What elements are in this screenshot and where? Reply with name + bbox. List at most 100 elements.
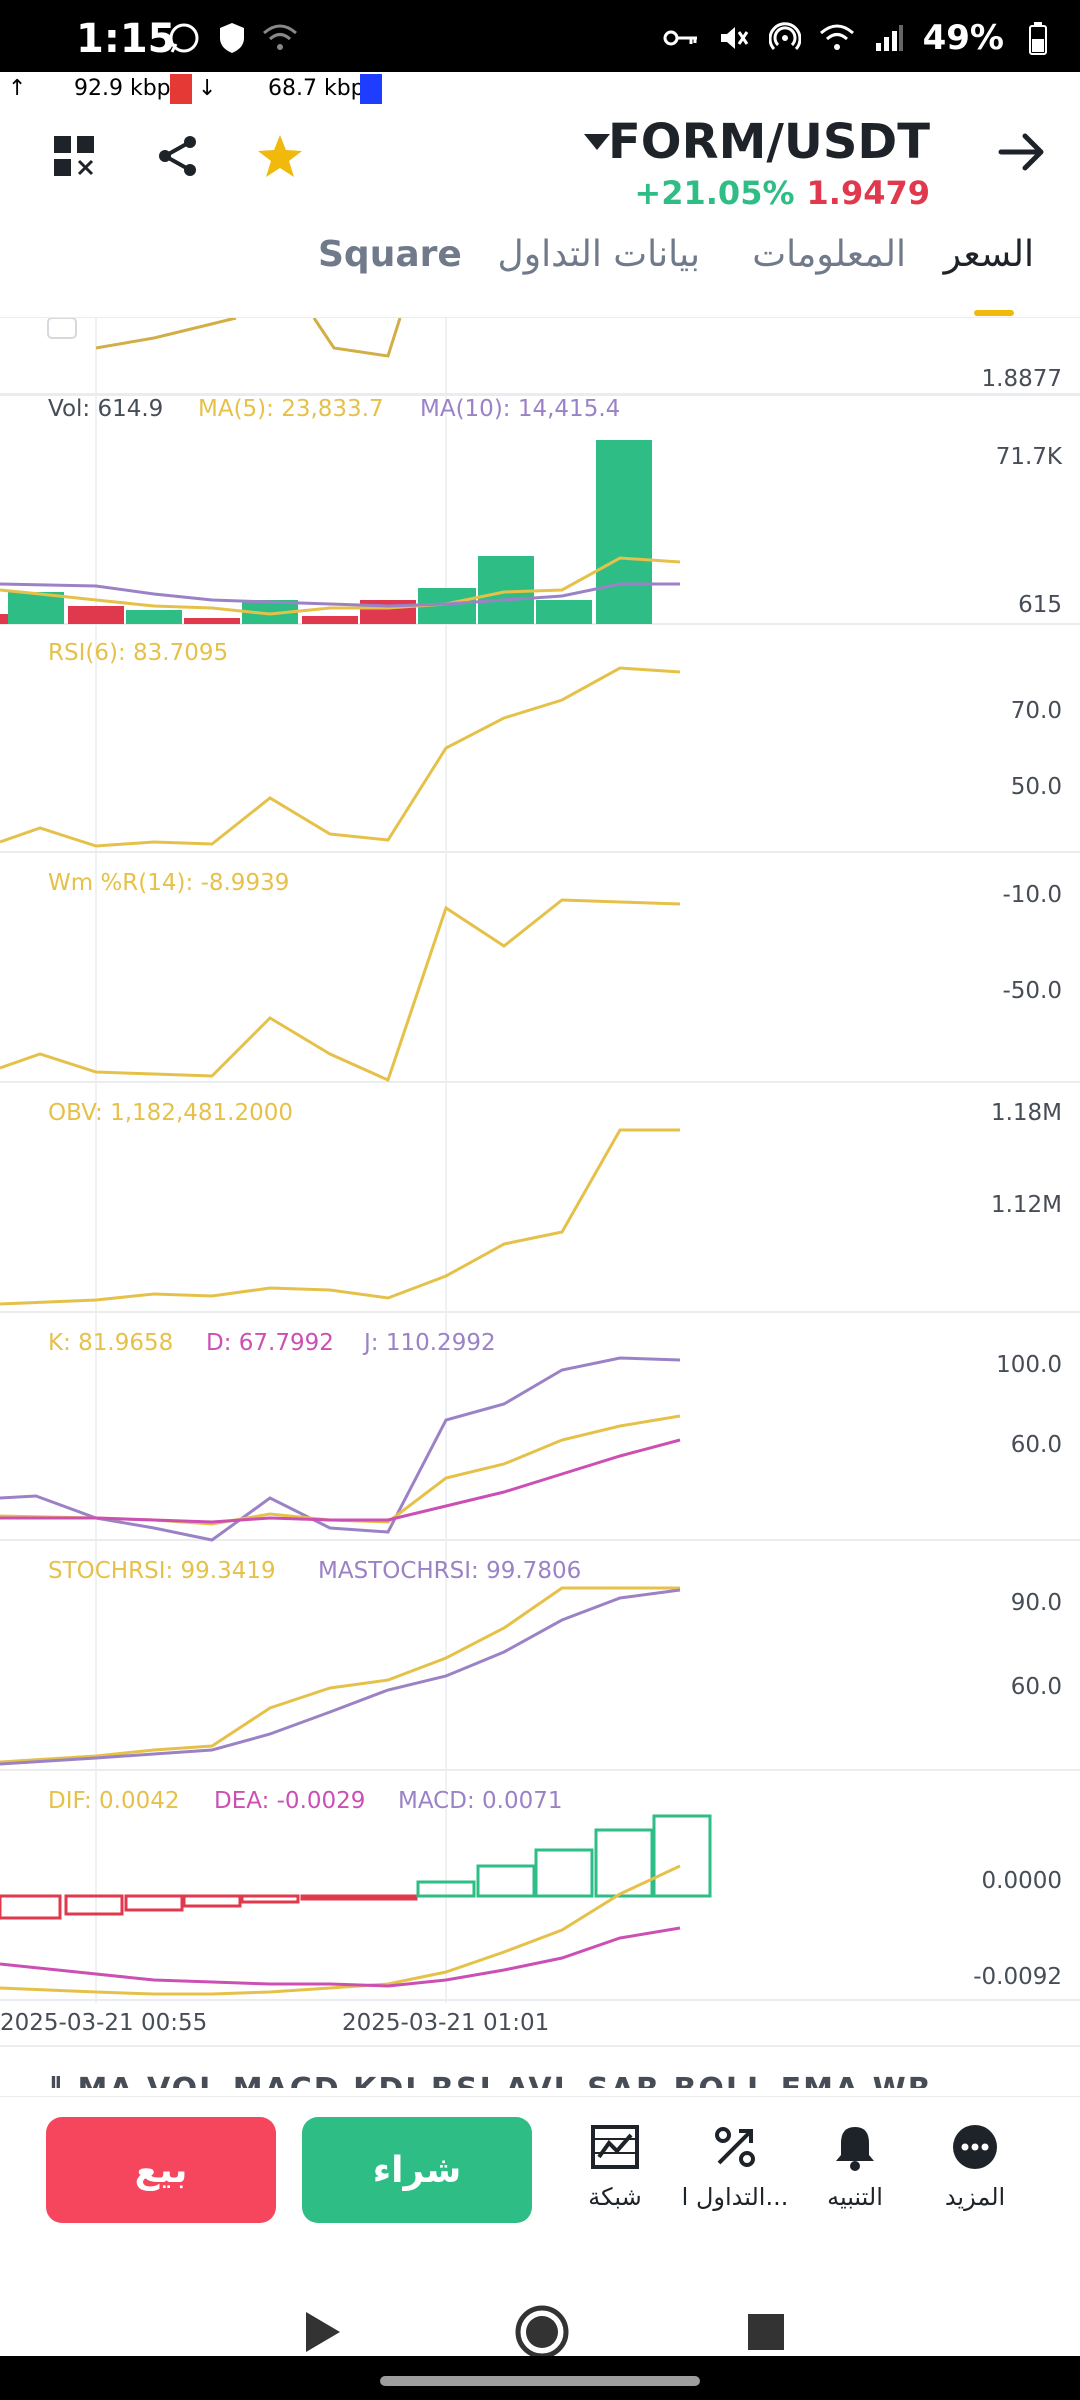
vol-axis-top: 71.7K [995, 444, 1062, 470]
download-arrow: ↓ [198, 76, 217, 101]
home-circle-icon[interactable] [512, 2302, 572, 2362]
upload-arrow: ↑ [8, 76, 27, 101]
tab-info[interactable]: المعلومات [752, 234, 906, 275]
mastochrsi-line [0, 1588, 681, 1766]
upload-indicator [170, 74, 192, 104]
macd-dea-label: DEA: -0.0029 [214, 1788, 366, 1814]
stochrsi-line [0, 1586, 680, 1764]
wr-axis-top: -10.0 [1002, 882, 1062, 908]
volume-bar [360, 600, 416, 624]
macd-axis-top: 0.0000 [981, 1868, 1062, 1894]
wifi-off-icon [262, 20, 298, 56]
stop-square-icon[interactable] [736, 2302, 796, 2362]
whatsapp-icon [166, 20, 202, 56]
tool-grid-label: شبكة [588, 2183, 642, 2211]
network-speed-bar: ↑ 92.9 kbps ↓ 68.7 kbps [0, 72, 1080, 108]
share-icon[interactable] [150, 128, 206, 184]
signal-icon [871, 20, 907, 56]
volume-bar [536, 600, 592, 624]
wr-line [0, 898, 681, 1083]
tool-trading[interactable]: التداول ا... [680, 2119, 790, 2211]
hotspot-icon [767, 20, 803, 56]
macd-dea-line [0, 1926, 681, 1988]
stochrsi-axis-top: 90.0 [1010, 1590, 1062, 1616]
volume-bar [8, 592, 64, 624]
key-icon [663, 20, 699, 56]
battery-icon [1020, 20, 1056, 56]
kdj-j-label: J: 110.2992 [364, 1330, 496, 1356]
tool-grid[interactable]: شبكة [560, 2119, 670, 2211]
more-icon [947, 2119, 1003, 2175]
kdj-k-label: K: 81.9658 [48, 1330, 174, 1356]
volume-bar [0, 614, 8, 624]
macd-dif-label: DIF: 0.0042 [48, 1788, 180, 1814]
active-tab-indicator [974, 310, 1014, 316]
ma5-line [0, 556, 681, 616]
chart-canvas[interactable] [0, 318, 1080, 2048]
time-axis-label: 2025-03-21 00:55 [0, 2010, 208, 2036]
obv-axis-bottom: 1.12M [990, 1192, 1062, 1218]
pair-header: FORM/USDT +21.05% 1.9479 [0, 108, 1080, 224]
vol-label: Vol: 614.9 [48, 396, 164, 422]
status-notification-icons [166, 20, 298, 56]
upload-speed: 92.9 kbps [74, 76, 183, 101]
tool-alert-label: التنبيه [827, 2183, 883, 2211]
buy-button[interactable]: شراء [302, 2117, 532, 2223]
kdj-d-line [0, 1438, 681, 1524]
grid-bot-icon [587, 2119, 643, 2175]
volume-bar [126, 610, 182, 624]
time-axis-label: 2025-03-21 01:01 [342, 2010, 550, 2036]
indicator-selector-strip[interactable]: ‖ MA VOL MACD KDJ RSI AVL SAR BOLL EMA W… [0, 2058, 1080, 2088]
percent-trade-icon [707, 2119, 763, 2175]
tool-trading-label: التداول ا... [681, 2183, 789, 2211]
gesture-handle[interactable] [380, 2376, 700, 2386]
grid-layout-icon[interactable] [46, 128, 102, 184]
ma10-label: MA(10): 14,415.4 [420, 396, 621, 422]
obv-axis-top: 1.18M [990, 1100, 1062, 1126]
tab-trading-data[interactable]: بيانات التداول [497, 234, 700, 275]
rsi-label: RSI(6): 83.7095 [48, 640, 229, 666]
volume-bar [302, 616, 358, 624]
mastochrsi-label: MASTOCHRSI: 99.7806 [318, 1558, 582, 1584]
kdj-axis-top: 100.0 [996, 1352, 1062, 1378]
obv-line [0, 1128, 680, 1306]
favorite-star-icon[interactable] [252, 128, 308, 184]
indicator-chart[interactable]: 1.8877 Vol: 614.9 MA(5): 23,833.7 MA(10)… [0, 318, 1080, 2048]
detail-tabs: السعر المعلومات بيانات التداول Square [0, 228, 1080, 318]
volume-bar [184, 618, 240, 624]
status-time: 1:15 [76, 16, 176, 62]
price-change: +21.05% 1.9479 [634, 174, 930, 212]
kdj-axis-bottom: 60.0 [1010, 1432, 1062, 1458]
sell-button[interactable]: بيع [46, 2117, 276, 2223]
bell-icon [827, 2119, 883, 2175]
arrow-right-icon[interactable] [994, 124, 1050, 180]
stochrsi-label: STOCHRSI: 99.3419 [48, 1558, 276, 1584]
macd-axis-bottom: -0.0092 [973, 1964, 1062, 1990]
price-panel [47, 318, 402, 358]
vol-axis-bottom: 615 [1018, 592, 1062, 618]
rsi-axis-bottom: 50.0 [1010, 774, 1062, 800]
pair-title[interactable]: FORM/USDT [608, 114, 930, 170]
macd-histogram [0, 1814, 712, 1920]
tool-alert[interactable]: التنبيه [800, 2119, 910, 2211]
tab-price[interactable]: السعر [943, 234, 1034, 275]
tool-more-label: المزيد [944, 2183, 1006, 2211]
wifi-icon [819, 20, 855, 56]
wr-axis-bottom: -50.0 [1002, 978, 1062, 1004]
play-icon[interactable] [292, 2302, 352, 2362]
indicator-strip-text[interactable]: ‖ MA VOL MACD KDJ RSI AVL SAR BOLL EMA W… [48, 2072, 933, 2088]
status-bar: 1:15 49% [0, 0, 1080, 72]
panel-separators [0, 393, 1080, 2047]
download-indicator [360, 74, 382, 104]
pair-dropdown-caret[interactable] [584, 134, 610, 150]
volume-bar [68, 606, 124, 624]
kdj-d-label: D: 67.7992 [206, 1330, 334, 1356]
ma5-label: MA(5): 23,833.7 [198, 396, 384, 422]
wr-label: Wm %R(14): -8.9939 [48, 870, 290, 896]
battery-percent: 49% [922, 18, 1004, 58]
obv-label: OBV: 1,182,481.2000 [48, 1100, 293, 1126]
tab-square[interactable]: Square [318, 234, 462, 275]
tool-more[interactable]: المزيد [920, 2119, 1030, 2211]
volume-bar [596, 440, 652, 624]
macd-value-label: MACD: 0.0071 [398, 1788, 563, 1814]
